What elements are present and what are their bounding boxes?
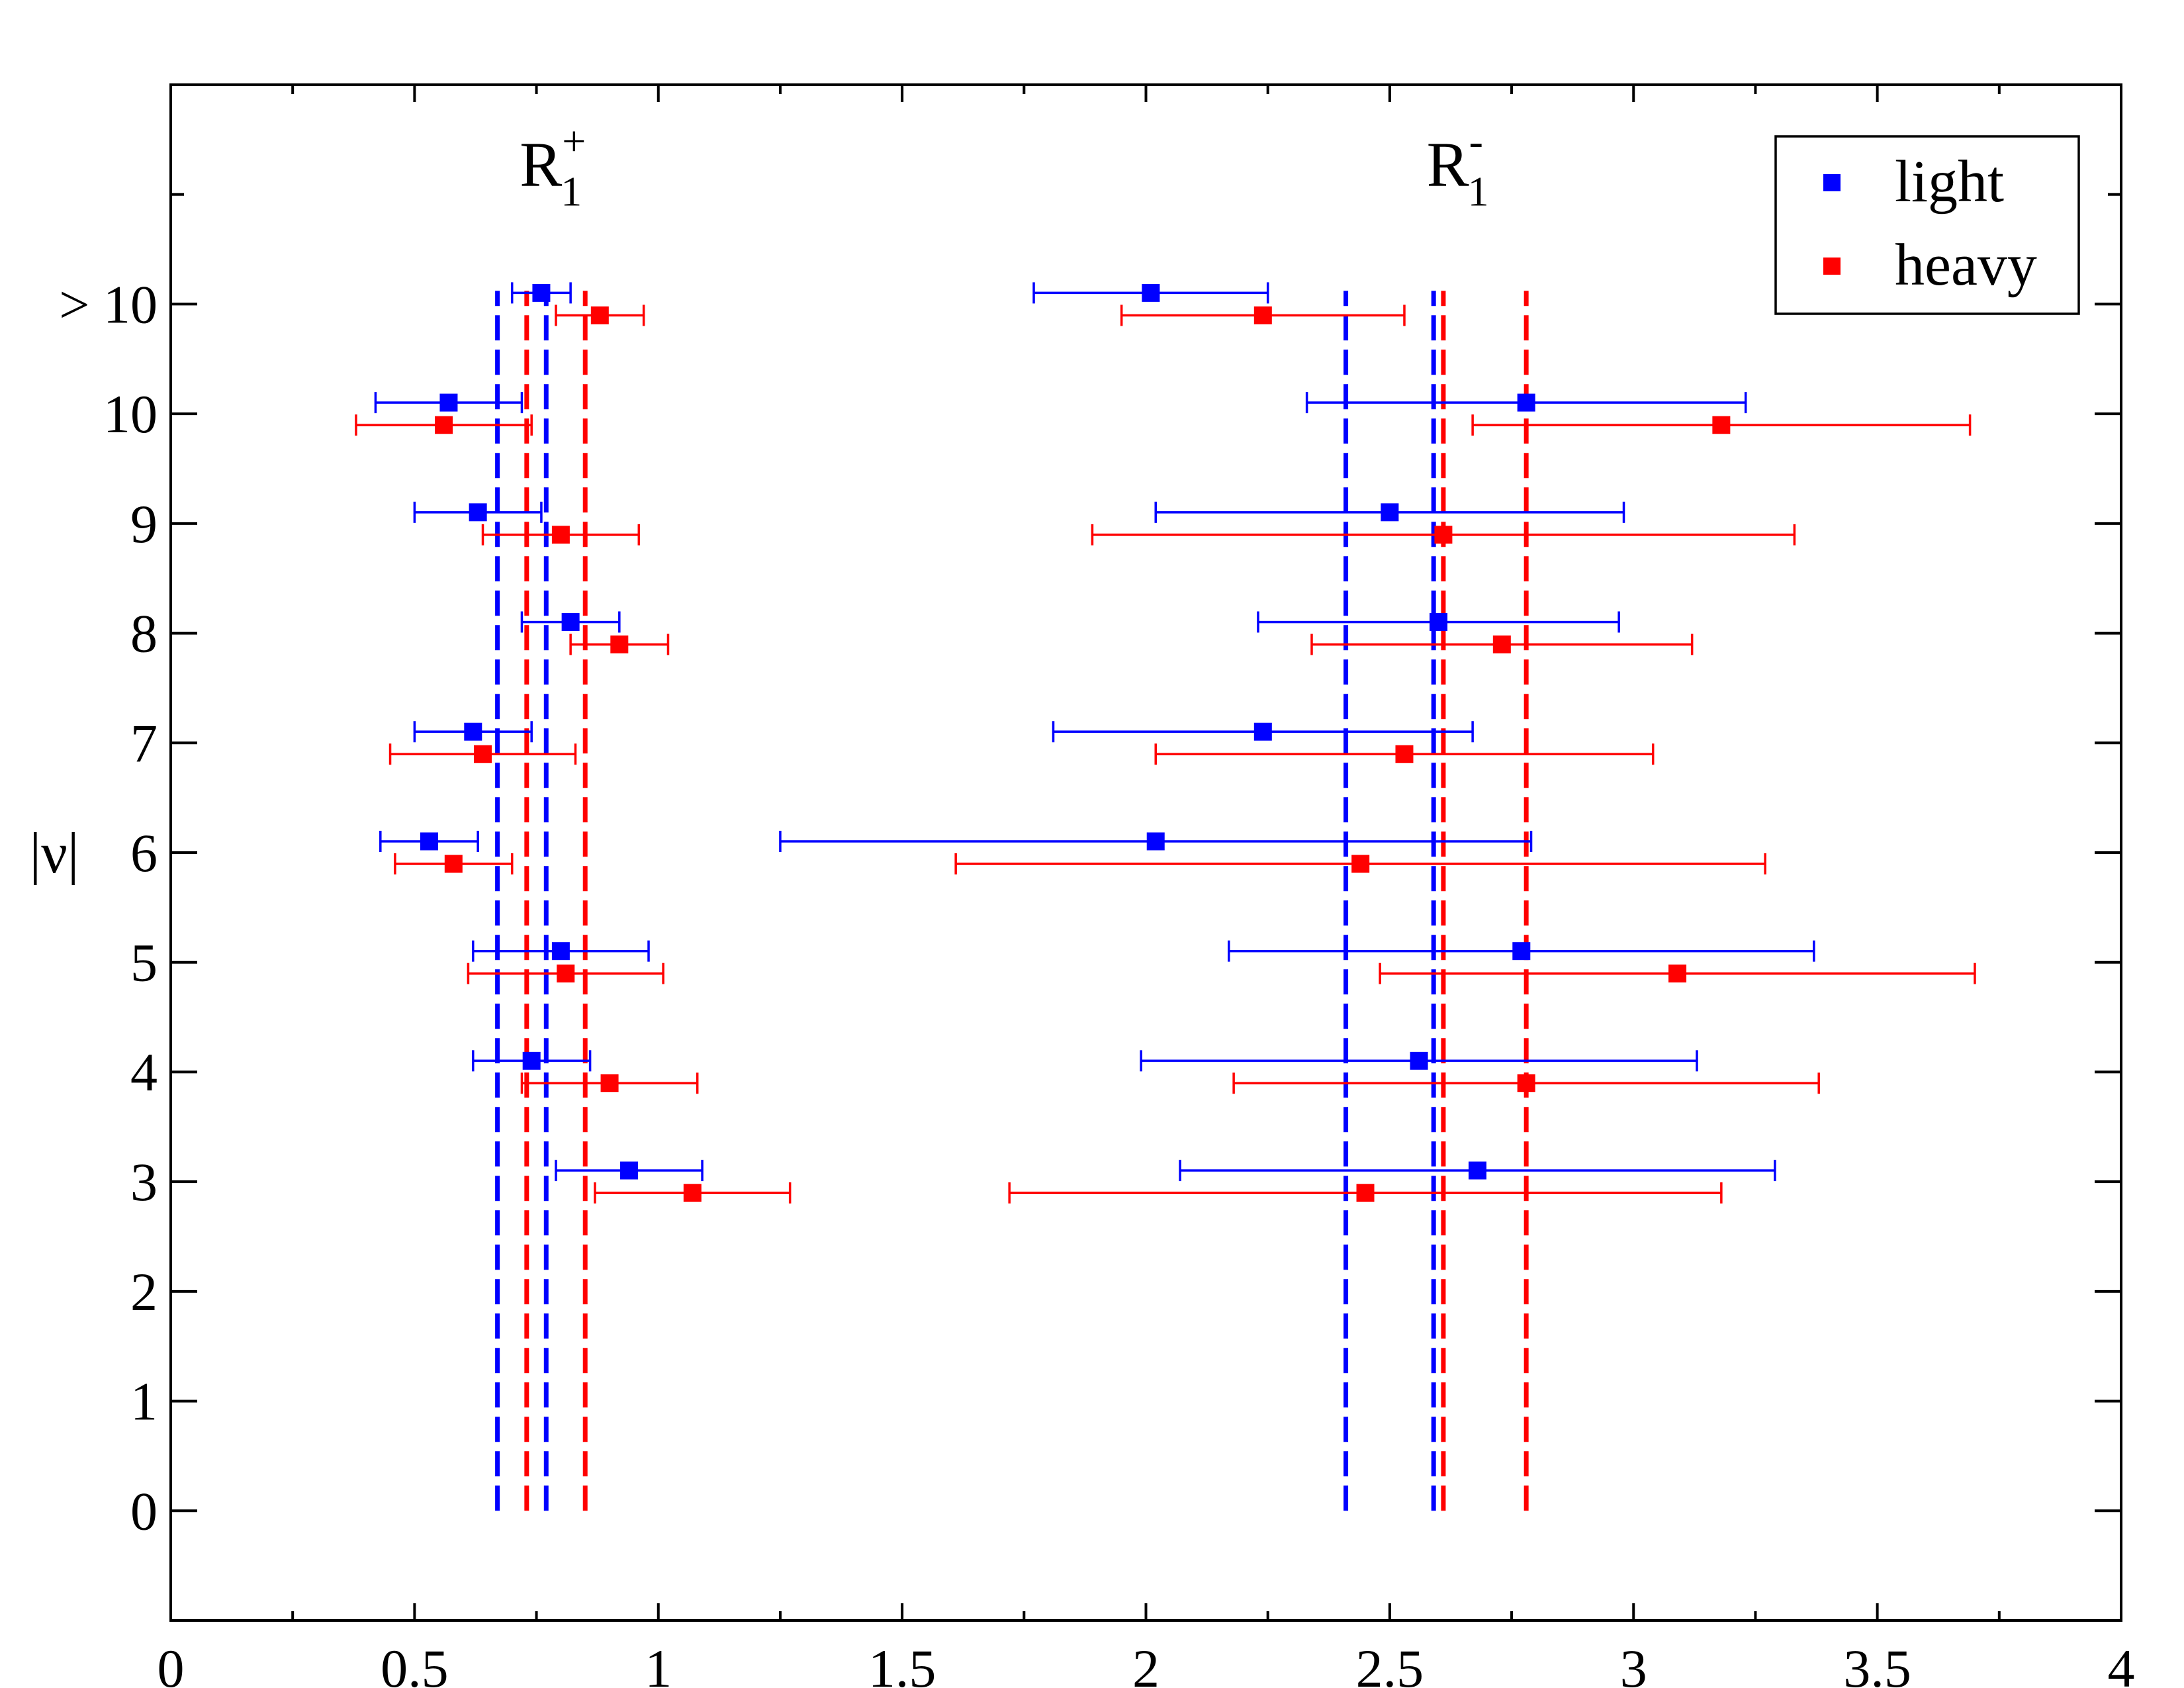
heavy-point bbox=[683, 1184, 702, 1202]
x-tick-label: 2 bbox=[1132, 1638, 1160, 1688]
light-point bbox=[522, 1051, 541, 1070]
heavy-point bbox=[1517, 1074, 1535, 1092]
light-point bbox=[1430, 613, 1448, 632]
annotation-subscript: 1 bbox=[561, 168, 582, 215]
data-points bbox=[420, 283, 1731, 1202]
y-tick-label: 8 bbox=[130, 604, 158, 664]
y-tick-label: 0 bbox=[130, 1481, 158, 1541]
heavy-point bbox=[600, 1074, 619, 1092]
y-tick-label: 2 bbox=[130, 1262, 158, 1322]
heavy-point bbox=[444, 855, 463, 873]
light-point bbox=[439, 393, 458, 412]
heavy-point bbox=[557, 964, 575, 983]
light-point bbox=[1410, 1051, 1428, 1070]
heavy-point bbox=[1668, 964, 1687, 983]
heavy-point bbox=[610, 635, 629, 654]
y-axis-label: |ν| bbox=[29, 821, 79, 886]
heavy-point bbox=[1356, 1184, 1375, 1202]
x-tick-label: 2.5 bbox=[1356, 1638, 1424, 1688]
heavy-point bbox=[1434, 526, 1453, 544]
x-tick-label: 1.5 bbox=[868, 1638, 936, 1688]
y-tick-label: > 10 bbox=[59, 274, 158, 334]
heavy-point bbox=[435, 416, 453, 434]
heavy-point bbox=[474, 745, 492, 763]
x-tick-label: 3 bbox=[1620, 1638, 1647, 1688]
light-point bbox=[1142, 283, 1160, 302]
y-tick-label: 4 bbox=[130, 1042, 158, 1102]
light-point bbox=[561, 613, 580, 632]
x-tick-label: 4 bbox=[2108, 1638, 2135, 1688]
annotation-base: R bbox=[1427, 129, 1469, 200]
y-tick-label: 10 bbox=[103, 384, 158, 444]
light-point bbox=[1146, 832, 1165, 851]
reference-lines bbox=[495, 291, 1529, 1511]
light-point bbox=[1468, 1161, 1486, 1180]
light-point bbox=[1512, 942, 1531, 961]
light-point bbox=[620, 1161, 639, 1180]
heavy-point bbox=[1712, 416, 1731, 434]
light-point bbox=[1381, 503, 1399, 522]
light-point bbox=[469, 503, 487, 522]
y-tick-label: 1 bbox=[130, 1372, 158, 1432]
legend-label-light: light bbox=[1895, 149, 2004, 214]
heavy-point bbox=[1492, 635, 1511, 654]
y-tick-label: 3 bbox=[130, 1152, 158, 1212]
legend-marker-light bbox=[1823, 174, 1841, 191]
y-tick-label: 5 bbox=[130, 933, 158, 993]
x-tick-label: 1 bbox=[645, 1638, 672, 1688]
heavy-point bbox=[1395, 745, 1414, 763]
legend-marker-heavy bbox=[1823, 258, 1841, 275]
y-tick-label: 7 bbox=[130, 713, 158, 773]
annotation-superscript: - bbox=[1469, 118, 1483, 165]
x-tick-label: 3.5 bbox=[1843, 1638, 1911, 1688]
annotation-base: R bbox=[520, 129, 562, 200]
light-point bbox=[1517, 393, 1535, 412]
legend-label-heavy: heavy bbox=[1895, 232, 2037, 298]
annotation-subscript: 1 bbox=[1468, 168, 1489, 215]
heavy-point bbox=[1351, 855, 1370, 873]
light-point bbox=[532, 283, 551, 302]
light-point bbox=[464, 722, 482, 741]
heavy-point bbox=[551, 526, 570, 544]
y-tick-label: 9 bbox=[130, 494, 158, 554]
x-tick-label: 0.5 bbox=[381, 1638, 449, 1688]
heavy-point bbox=[590, 306, 609, 324]
heavy-point bbox=[1253, 306, 1272, 324]
legend: light heavy bbox=[1774, 135, 2080, 315]
annotation-superscript: + bbox=[562, 118, 586, 165]
light-point bbox=[1253, 722, 1272, 741]
light-point bbox=[551, 942, 570, 961]
y-tick-label: 6 bbox=[130, 823, 158, 883]
legend-box bbox=[1774, 135, 2080, 315]
light-point bbox=[420, 832, 438, 851]
axes bbox=[169, 83, 2122, 1622]
x-tick-label: 0 bbox=[158, 1638, 185, 1688]
